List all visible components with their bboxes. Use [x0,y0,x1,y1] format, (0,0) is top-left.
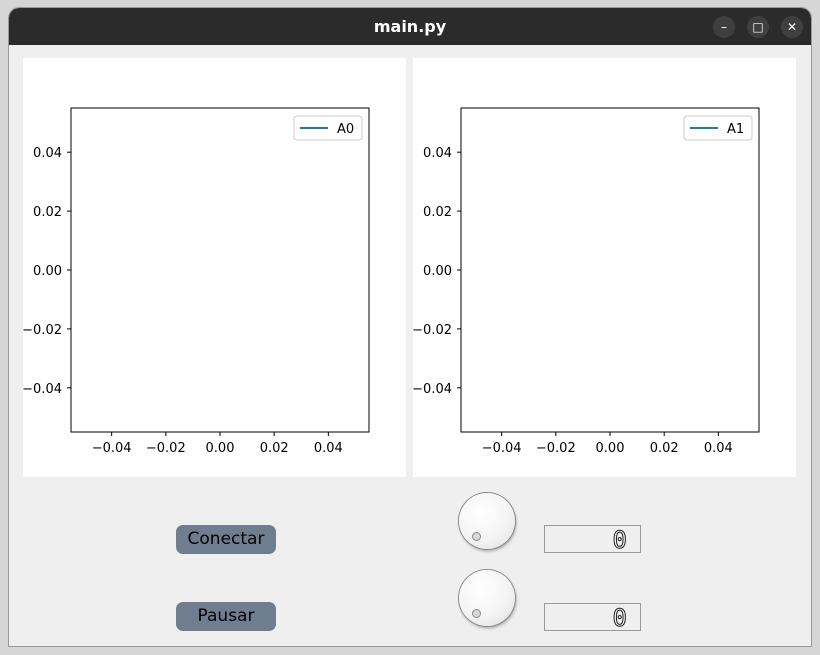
chart-a0: −0.04 −0.02 0.00 0.02 0.040.040.020.00−0.02−… [23,107,370,456]
dial-notch-icon [472,532,481,541]
maximize-button[interactable]: □ [747,16,769,38]
y-tick-label: 0.00 [423,264,452,279]
lcd-display-1: 0 [544,525,641,554]
y-tick-label: 0.04 [423,146,452,161]
y-tick-label: −0.04 [413,382,452,397]
close-button[interactable]: ✕ [781,16,803,38]
legend-label: A1 [727,122,744,137]
dial-notch-icon [472,609,481,618]
x-tick-label: −0.02 [146,441,186,456]
x-tick-label: 0.00 [206,441,235,456]
x-tick-label: 0.00 [596,441,625,456]
plot-area [70,107,370,433]
lcd-value: 0 [612,604,627,632]
x-tick-label: 0.04 [704,441,733,456]
x-tick-label: 0.04 [314,441,343,456]
x-tick-label: 0.02 [650,441,679,456]
lcd-display-2: 0 [544,603,641,632]
y-tick-label: −0.02 [23,323,62,338]
x-tick-label: −0.04 [482,441,522,456]
lcd-value: 0 [612,526,627,554]
dial-1[interactable] [459,493,515,549]
pause-button[interactable]: Pausar [176,602,276,631]
y-tick-label: 0.02 [423,205,452,220]
app-window: main.py – □ ✕ −0.04 −0.02 0.00 0.02 0.04 0.04… [9,8,811,646]
plot-area [460,107,760,433]
x-tick-label: 0.02 [260,441,289,456]
connect-button[interactable]: Conectar [176,525,276,554]
window-title: main.py [373,17,447,36]
x-tick-label: −0.02 [536,441,576,456]
legend-label: A0 [337,122,354,137]
x-tick-label: −0.04 [92,441,132,456]
y-tick-label: 0.02 [33,205,62,220]
y-tick-label: −0.04 [23,382,62,397]
y-tick-label: 0.04 [33,146,62,161]
y-tick-label: 0.00 [33,264,62,279]
y-tick-label: −0.02 [413,323,452,338]
chart-a1: −0.04 −0.02 0.00 0.02 0.040.040.020.00−0.02−… [413,107,760,456]
plot-panel-a0: −0.04 −0.02 0.00 0.02 0.04 0.04 0.02 0.00 −0.02−… [23,58,406,477]
plot-panel-a1: −0.04 −0.02 0.00 0.02 0.04 0.04 0.02 0.00 −0.02−… [413,58,796,477]
minimize-button[interactable]: – [713,16,735,38]
title-bar[interactable]: main.py – □ ✕ [9,8,811,45]
dial-2[interactable] [459,570,515,626]
